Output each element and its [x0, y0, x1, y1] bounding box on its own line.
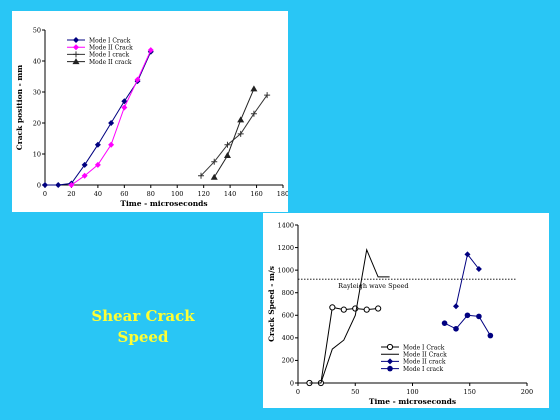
data-point: [375, 305, 382, 312]
y-tick-label: 0: [37, 181, 41, 189]
y-axis-label: Crack position - mm: [15, 65, 24, 151]
data-point: [42, 182, 48, 188]
x-tick-label: 120: [197, 190, 209, 198]
data-point: [250, 110, 257, 117]
x-tick-label: 0: [296, 388, 300, 396]
slide-caption: Shear Crack Speed: [58, 306, 228, 348]
legend-label: Mode I crack: [89, 52, 129, 59]
y-tick-label: 20: [33, 119, 41, 127]
legend-label: Mode II Crack: [89, 45, 133, 52]
y-tick-label: 1000: [277, 266, 294, 274]
series-line: [455, 253, 480, 307]
chart-panel-crack-speed: 0 50 100 150 200 0 200 400 600 800 1000 1200 1400 Tim…: [263, 213, 549, 408]
data-point: [81, 161, 88, 168]
data-point: [198, 172, 205, 179]
data-point: [476, 313, 482, 320]
y-tick-label: 10: [33, 150, 41, 158]
crack-position-chart: 0 20 40 60 80 100 120 140 160 180 0 10 20 30 40 50 Time …: [15, 26, 289, 208]
legend-marker: [72, 58, 80, 65]
data-point: [121, 98, 128, 105]
x-tick-label: 60: [120, 190, 128, 198]
data-point: [340, 306, 347, 313]
legend-label: Mode II Crack: [403, 352, 447, 359]
x-tick-label: 100: [171, 190, 183, 198]
y-tick-label: 30: [33, 88, 41, 96]
data-point: [121, 104, 128, 111]
data-point: [464, 312, 471, 319]
y-tick-label: 600: [282, 312, 294, 320]
data-point: [108, 120, 115, 126]
chart-panel-crack-position: 0 20 40 60 80 100 120 140 160 180 0 10 20 30 40 50 Time …: [12, 11, 289, 212]
data-point: [224, 141, 231, 148]
data-point: [475, 266, 482, 273]
data-point: [94, 161, 101, 168]
legend-marker: [73, 44, 79, 51]
rayleigh-reference-label: Rayleigh wave Speed: [338, 282, 409, 290]
series-line: [213, 88, 255, 178]
legend-marker: [73, 51, 79, 58]
x-tick-label: 80: [147, 190, 155, 198]
data-point: [453, 326, 459, 332]
legend-marker: [73, 37, 79, 43]
x-tick-label: 180: [277, 190, 288, 198]
data-point: [441, 320, 448, 326]
data-point: [363, 306, 370, 313]
y-axis-label: Crack Speed - m/s: [267, 266, 276, 342]
series-line: [309, 248, 390, 384]
x-tick-label: 0: [43, 190, 47, 198]
x-axis-label: Time - microseconds: [369, 397, 456, 406]
x-tick-label: 50: [351, 388, 359, 396]
y-tick-label: 50: [33, 26, 41, 34]
caption-line-2: Speed: [117, 328, 169, 346]
legend-marker: [386, 343, 394, 351]
data-point: [329, 304, 336, 311]
y-tick-label: 1200: [277, 244, 294, 252]
series-line: [444, 314, 491, 336]
data-point: [237, 130, 244, 137]
x-tick-label: 140: [224, 190, 236, 198]
crack-speed-chart: 0 50 100 150 200 0 200 400 600 800 1000 1200 1400 Tim…: [267, 221, 533, 406]
data-point: [464, 251, 471, 258]
data-point: [210, 173, 218, 180]
data-point: [211, 158, 218, 165]
legend-label: Mode II crack: [89, 59, 132, 66]
x-tick-label: 200: [521, 388, 533, 396]
legend-label: Mode I Crack: [403, 344, 445, 351]
legend-label: Mode I Crack: [89, 37, 131, 44]
data-point: [108, 141, 115, 148]
x-tick-label: 150: [464, 388, 476, 396]
y-tick-label: 800: [282, 289, 294, 297]
data-point: [250, 85, 258, 92]
y-tick-label: 40: [33, 57, 41, 65]
legend-label: Mode I crack: [403, 366, 443, 373]
y-tick-label: 0: [290, 379, 294, 387]
y-tick-label: 1400: [277, 221, 294, 229]
series-line: [309, 306, 379, 384]
data-point: [487, 332, 494, 339]
data-point: [68, 182, 75, 188]
data-point: [264, 92, 271, 99]
data-point: [134, 76, 141, 83]
x-axis-label: Time - microseconds: [120, 199, 207, 208]
legend-label: Mode II crack: [403, 359, 446, 366]
caption-line-1: Shear Crack: [91, 307, 195, 325]
series-line: [200, 94, 268, 177]
x-tick-label: 100: [406, 388, 418, 396]
x-tick-label: 20: [67, 190, 75, 198]
y-tick-label: 200: [282, 357, 294, 365]
x-tick-label: 40: [94, 190, 102, 198]
data-point: [453, 303, 460, 310]
x-tick-label: 160: [250, 190, 262, 198]
y-tick-label: 400: [282, 334, 294, 342]
data-point: [55, 182, 62, 188]
data-point: [81, 172, 88, 179]
legend-marker: [387, 365, 393, 372]
data-point: [94, 141, 101, 148]
legend-marker: [387, 358, 393, 365]
data-point: [237, 116, 245, 123]
data-point: [223, 152, 231, 159]
data-point: [147, 47, 154, 54]
